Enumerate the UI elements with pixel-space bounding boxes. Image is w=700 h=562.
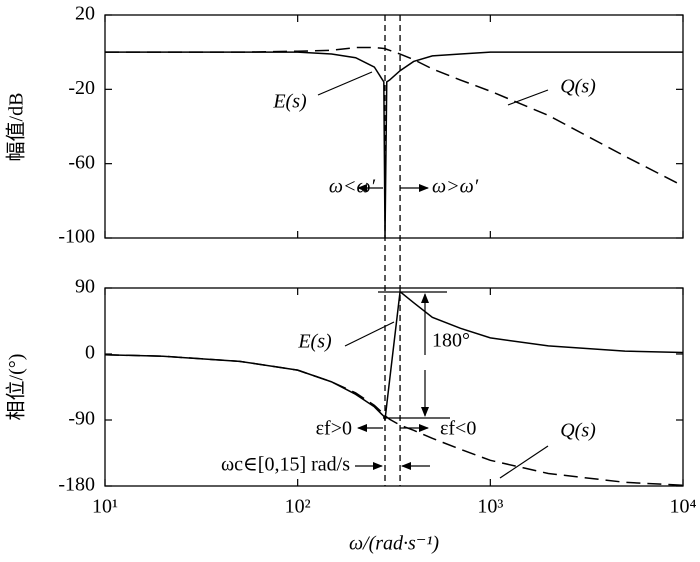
series-label: Q(s) bbox=[560, 420, 596, 442]
x-tick-label: 10² bbox=[285, 496, 311, 518]
annotation: ω<ω′ bbox=[329, 176, 376, 198]
annotation: ω>ω′ bbox=[432, 176, 479, 198]
series-line bbox=[105, 46, 684, 187]
series-label: Q(s) bbox=[560, 76, 596, 98]
y-tick-label: 20 bbox=[75, 3, 95, 25]
series-label: E(s) bbox=[272, 91, 307, 113]
y-tick-label: -90 bbox=[68, 408, 95, 430]
leader-line bbox=[344, 321, 395, 347]
x-tick-label: 10³ bbox=[477, 496, 503, 518]
annotation: εf<0 bbox=[440, 418, 476, 440]
series-label: E(s) bbox=[297, 331, 332, 353]
annotation: εf>0 bbox=[316, 418, 352, 440]
y-tick-label: -20 bbox=[68, 77, 95, 99]
annotation: 180° bbox=[432, 330, 470, 352]
series-line bbox=[104, 353, 684, 487]
series-line bbox=[105, 51, 683, 239]
x-tick-label: 10⁴ bbox=[670, 496, 697, 518]
y-tick-label: 0 bbox=[85, 342, 95, 364]
leader-line bbox=[507, 89, 549, 106]
plot-frame bbox=[104, 287, 684, 487]
leader-line bbox=[317, 71, 373, 96]
x-tick-label: 10¹ bbox=[92, 496, 118, 518]
annotation: ωc∈[0,15] rad/s bbox=[221, 454, 350, 476]
x-axis-label: ω/(rad·s⁻¹) bbox=[349, 533, 439, 555]
y-tick-label: -180 bbox=[58, 474, 95, 496]
y-tick-label: -100 bbox=[58, 226, 95, 248]
leader-line bbox=[499, 445, 549, 479]
y-tick-label: 90 bbox=[75, 276, 95, 298]
plot-frame bbox=[104, 14, 684, 239]
series-line bbox=[104, 290, 684, 421]
y-axis-label: 相位/(°) bbox=[5, 354, 28, 421]
y-tick-label: -60 bbox=[68, 151, 95, 173]
y-axis-label: 幅值/dB bbox=[5, 93, 28, 162]
